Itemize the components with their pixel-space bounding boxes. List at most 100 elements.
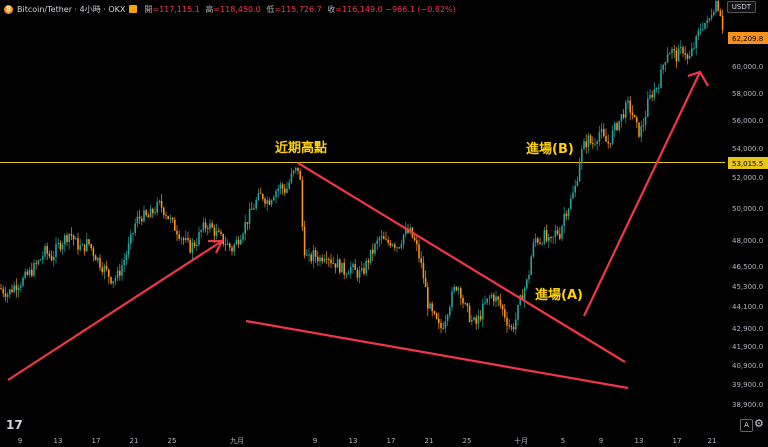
tradingview-logo-icon[interactable]: 17 bbox=[6, 418, 23, 432]
candle-body bbox=[226, 243, 229, 245]
candle-body bbox=[35, 262, 37, 264]
time-tick-label: 9 bbox=[313, 437, 317, 445]
candle-body bbox=[222, 233, 224, 245]
price-tick-label: 44,100.0 bbox=[732, 303, 763, 311]
candle-body bbox=[193, 242, 196, 247]
candle-body bbox=[303, 226, 306, 256]
candle-body bbox=[493, 294, 495, 302]
candle-body bbox=[213, 227, 216, 236]
candle-body bbox=[231, 247, 233, 252]
candle-body bbox=[662, 65, 664, 70]
candle-body bbox=[323, 258, 326, 262]
candle-body bbox=[48, 253, 51, 256]
candle-body bbox=[160, 200, 163, 208]
time-tick-label: 25 bbox=[168, 437, 177, 445]
candle-body bbox=[455, 286, 458, 291]
candle-body bbox=[123, 260, 125, 266]
candle-body bbox=[356, 269, 359, 278]
candle-body bbox=[55, 244, 57, 257]
candle-body bbox=[163, 207, 165, 215]
candle-body bbox=[138, 216, 141, 219]
candle-body bbox=[708, 18, 711, 21]
candle-body bbox=[506, 317, 508, 326]
price-tick-label: 58,000.0 bbox=[732, 90, 763, 98]
candle-body bbox=[279, 184, 282, 189]
candle-body bbox=[156, 201, 158, 213]
time-tick-label: 17 bbox=[673, 437, 682, 445]
candle-body bbox=[658, 87, 660, 89]
candle-body bbox=[108, 269, 110, 277]
candle-body bbox=[383, 236, 385, 240]
auto-scale-button[interactable]: A bbox=[740, 419, 753, 432]
price-axis[interactable] bbox=[726, 0, 768, 447]
candle-body bbox=[365, 260, 367, 274]
candle-body bbox=[237, 239, 240, 245]
candle-body bbox=[273, 197, 275, 201]
candle-body bbox=[187, 237, 189, 240]
candle-body bbox=[699, 29, 702, 31]
candle-body bbox=[24, 271, 26, 278]
price-axis-labels: 62,209.8 60,000.0 58,000.0 56,000.0 54,000.0… bbox=[728, 32, 768, 409]
candle-body bbox=[200, 230, 202, 233]
candle-body bbox=[697, 30, 700, 36]
candle-body bbox=[268, 200, 271, 205]
candle-body bbox=[574, 185, 576, 193]
candle-body bbox=[684, 53, 686, 55]
bitcoin-icon: ₿ bbox=[4, 4, 13, 14]
candle-body bbox=[286, 188, 288, 193]
candle-body bbox=[334, 263, 337, 268]
candle-body bbox=[244, 222, 246, 234]
symbol-title[interactable]: Bitcoin/Tether · 4小時 · OKX bbox=[17, 4, 126, 14]
candle-body bbox=[396, 247, 398, 249]
time-tick-label: 17 bbox=[387, 437, 396, 445]
candle-body bbox=[180, 238, 183, 240]
candle-body bbox=[11, 289, 13, 293]
candle-body bbox=[530, 256, 532, 275]
candle-body bbox=[576, 181, 579, 186]
candle-body bbox=[653, 89, 656, 98]
candle-body bbox=[299, 170, 301, 180]
candle-body bbox=[92, 248, 95, 256]
candle-body bbox=[651, 94, 653, 98]
current-price-badge bbox=[728, 32, 768, 44]
candle-body bbox=[479, 315, 482, 320]
candle-body bbox=[521, 295, 524, 301]
candle-body bbox=[704, 23, 706, 29]
candle-body bbox=[81, 244, 84, 246]
gear-icon[interactable]: ⚙ bbox=[754, 417, 764, 430]
wedge-lower-line bbox=[245, 319, 629, 390]
time-tick-label: 13 bbox=[349, 437, 358, 445]
candle-body bbox=[405, 229, 407, 235]
candle-body bbox=[358, 270, 361, 278]
candle-body bbox=[596, 141, 598, 144]
price-tick-label: 42,900.0 bbox=[732, 325, 763, 333]
candle-body bbox=[308, 254, 310, 256]
price-tick-label: 39,900.0 bbox=[732, 381, 763, 389]
arrow-head-icon bbox=[687, 70, 709, 87]
price-tick-label: 50,000.0 bbox=[732, 205, 763, 213]
candle-body bbox=[130, 234, 132, 244]
candle-body bbox=[281, 184, 284, 189]
candle-body bbox=[693, 47, 695, 49]
candle-body bbox=[671, 49, 673, 54]
currency-selector[interactable]: USDT bbox=[726, 1, 756, 13]
candle-body bbox=[266, 200, 268, 204]
candle-body bbox=[686, 54, 689, 59]
candle-body bbox=[435, 313, 438, 319]
candle-body bbox=[394, 244, 396, 248]
candle-body bbox=[251, 208, 253, 210]
candle-body bbox=[136, 216, 139, 224]
candle-body bbox=[152, 209, 154, 214]
candle-body bbox=[57, 242, 59, 245]
candle-body bbox=[453, 286, 455, 292]
candle-body bbox=[68, 233, 70, 242]
candle-body bbox=[669, 53, 671, 55]
candle-body bbox=[660, 69, 662, 88]
candle-body bbox=[631, 112, 634, 115]
candle-body bbox=[374, 243, 376, 254]
candle-body bbox=[572, 192, 574, 199]
time-axis[interactable] bbox=[0, 432, 726, 447]
candle-body bbox=[429, 303, 431, 309]
candle-body bbox=[559, 233, 561, 239]
